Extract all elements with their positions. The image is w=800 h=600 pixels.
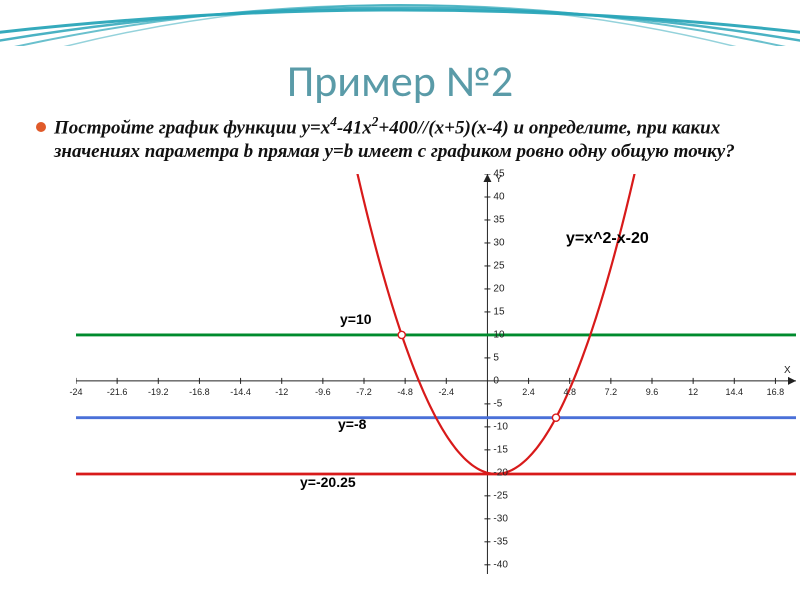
prompt-row: Постройте график функции y=x4-41x2+400//…	[36, 114, 764, 164]
y-tick: -5	[493, 398, 502, 409]
x-tick: 2.4	[522, 387, 535, 397]
x-tick: -16.8	[189, 387, 210, 397]
x-tick: 12	[688, 387, 698, 397]
y-tick: 20	[493, 283, 504, 294]
y-tick: -40	[493, 559, 507, 570]
y-tick: 25	[493, 260, 504, 271]
y-tick: 5	[493, 352, 499, 363]
y-tick: 40	[493, 191, 504, 202]
prompt-part: Постройте график функции y=x	[54, 117, 330, 138]
chart: y=x^2-x-20 y=10 y=-8 y=-20.25 X Y -40-35…	[76, 174, 796, 574]
x-tick: 9.6	[646, 387, 659, 397]
y-tick: 15	[493, 306, 504, 317]
decorative-top-arcs	[0, 0, 800, 46]
x-tick: -12	[275, 387, 288, 397]
x-tick: -7.2	[356, 387, 372, 397]
x-tick: -4.8	[397, 387, 413, 397]
label-yn8: y=-8	[338, 416, 366, 432]
y-tick: -20	[493, 467, 507, 478]
x-tick: 16.8	[767, 387, 785, 397]
x-axis-label: X	[784, 365, 791, 376]
y-tick: 10	[493, 329, 504, 340]
x-tick: -9.6	[315, 387, 331, 397]
y-tick: 30	[493, 237, 504, 248]
label-yn2025: y=-20.25	[300, 474, 356, 490]
prompt-sup1: 4	[330, 114, 337, 129]
x-tick: -14.4	[230, 387, 251, 397]
prompt-text: Постройте график функции y=x4-41x2+400//…	[54, 114, 764, 164]
x-tick: 4.8	[563, 387, 576, 397]
y-tick: -15	[493, 444, 507, 455]
x-tick: 7.2	[605, 387, 618, 397]
y-tick: -25	[493, 490, 507, 501]
label-func: y=x^2-x-20	[566, 230, 649, 248]
prompt-part: -41x	[337, 117, 372, 138]
y-tick: -30	[493, 513, 507, 524]
x-tick: 14.4	[726, 387, 744, 397]
label-y10: y=10	[340, 311, 372, 327]
y-tick: 35	[493, 214, 504, 225]
x-tick: -2.4	[439, 387, 455, 397]
x-tick: -21.6	[107, 387, 128, 397]
slide-body: Пример №2 Постройте график функции y=x4-…	[0, 46, 800, 574]
y-tick: -10	[493, 421, 507, 432]
y-tick: 45	[493, 168, 504, 179]
slide-title: Пример №2	[36, 54, 764, 108]
x-tick: -24	[69, 387, 82, 397]
y-tick: -35	[493, 536, 507, 547]
x-tick: -19.2	[148, 387, 169, 397]
origin-label: 0	[493, 375, 499, 386]
bullet-icon	[36, 122, 46, 132]
